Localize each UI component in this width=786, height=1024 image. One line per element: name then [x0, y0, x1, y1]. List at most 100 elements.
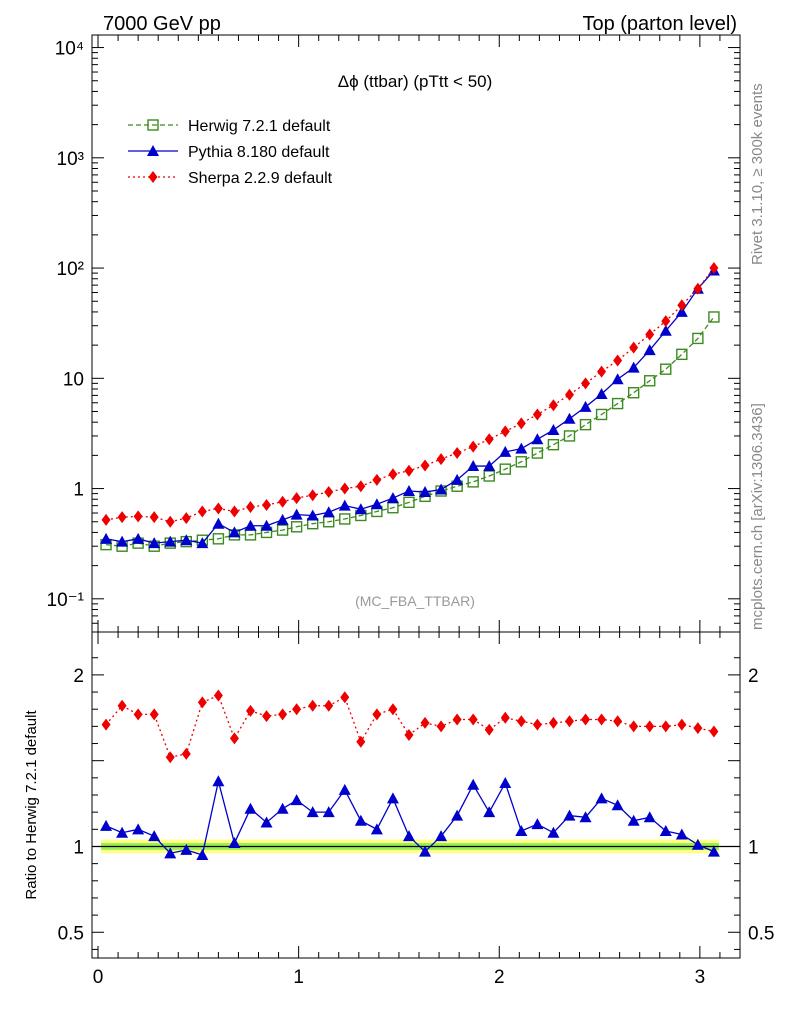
data-point: [627, 387, 640, 399]
data-point: [370, 498, 383, 510]
ratio-point: [661, 720, 671, 733]
data-point: [451, 473, 464, 485]
chart-annotation: (MC_FBA_TTBAR): [355, 593, 475, 609]
data-point: [516, 417, 526, 430]
ratio-point: [645, 720, 655, 733]
ratio-point: [564, 715, 574, 728]
header-left: 7000 GeV pp: [103, 13, 221, 35]
ratio-point: [452, 713, 462, 726]
data-point: [611, 397, 624, 410]
ratio-point: [244, 802, 257, 814]
data-point: [692, 332, 704, 345]
data-point: [419, 486, 432, 498]
data-point: [659, 324, 672, 336]
data-point: [676, 348, 688, 361]
ratio-point: [278, 708, 288, 721]
data-point: [180, 534, 193, 546]
data-point: [116, 535, 129, 547]
data-point: [386, 492, 399, 504]
main-y-axis: 10⁻¹ 1 10 10² 10³ 10⁴: [47, 39, 740, 633]
data-point: [452, 447, 462, 460]
data-point: [709, 262, 719, 275]
ratio-point: [276, 802, 289, 814]
data-point: [356, 480, 366, 493]
ratio-point: [467, 778, 480, 790]
ratio-point: [181, 747, 191, 760]
data-point: [322, 506, 335, 518]
ratio-point: [483, 806, 496, 818]
ratio-point: [164, 847, 177, 859]
data-point: [500, 425, 510, 438]
series-line: [105, 267, 715, 523]
ratio-point: [308, 699, 318, 712]
data-point: [245, 501, 255, 514]
ratio-point: [245, 704, 255, 717]
data-point: [547, 423, 560, 435]
data-point: [675, 305, 688, 317]
ratio-point: [132, 823, 145, 835]
data-point: [579, 418, 592, 431]
data-point: [278, 495, 288, 508]
legend-marker: [148, 171, 158, 183]
data-point: [611, 373, 624, 385]
ratio-point: [515, 825, 528, 837]
x-tick-label: 1: [293, 967, 304, 988]
data-point: [643, 344, 656, 356]
ratio-point: [290, 794, 303, 806]
legend-label: Herwig 7.2.1 default: [188, 118, 331, 135]
data-point: [468, 440, 478, 453]
ratio-point: [404, 728, 414, 741]
data-point: [613, 354, 623, 367]
ratio-point: [340, 691, 350, 704]
data-point: [402, 485, 415, 497]
series-herwig: [100, 311, 720, 552]
ratio-panel: 0 1 2 3 0.5 0.5 1 1 2 2 Ratio to Herwig 7.2.1 defa…: [23, 631, 774, 988]
ratio-point: [499, 776, 512, 788]
ratio-point: [611, 799, 624, 811]
ratio-point: [531, 818, 544, 830]
data-point: [244, 519, 257, 531]
ratio-point: [643, 811, 656, 823]
data-point: [340, 482, 350, 495]
data-point: [499, 445, 512, 457]
data-point: [467, 460, 480, 472]
data-point: [148, 537, 161, 549]
data-point: [531, 447, 544, 459]
ratio-point: [228, 837, 241, 849]
data-point: [644, 375, 656, 387]
ratio-point: [516, 715, 526, 728]
ratio-point: [468, 713, 478, 726]
ratio-point: [402, 830, 415, 842]
data-point: [228, 526, 241, 538]
x-tick-label: 2: [494, 967, 505, 988]
ratio-point: [419, 845, 432, 857]
data-point: [101, 513, 111, 526]
data-point: [564, 388, 574, 401]
ratio-series-sherpa: [101, 689, 719, 764]
ratio-point: [100, 819, 113, 831]
data-point: [532, 408, 542, 421]
ratio-point: [629, 720, 639, 733]
data-point: [515, 456, 528, 468]
ratio-point: [581, 713, 591, 726]
data-point: [372, 473, 382, 486]
ratio-point: [659, 825, 672, 837]
ratio-y-tick-label: 0.5: [58, 923, 84, 944]
ratio-point: [165, 751, 175, 764]
ratio-y-tick-label-right: 1: [748, 837, 759, 858]
ratio-point: [677, 718, 687, 731]
data-point: [100, 532, 113, 544]
data-point: [693, 282, 703, 295]
ratio-point: [386, 792, 399, 804]
ratio-point: [388, 703, 398, 716]
legend-marker: [147, 145, 159, 156]
ratio-point: [693, 722, 703, 735]
ratio-point: [260, 816, 273, 828]
legend: Herwig 7.2.1 default Pythia 8.180 default…: [128, 118, 333, 187]
y-tick-label: 1: [73, 480, 84, 501]
ratio-point: [322, 806, 335, 818]
rivet-label: Rivet 3.1.10, ≥ 300k events: [749, 83, 766, 265]
data-point: [660, 363, 672, 375]
ratio-point: [597, 713, 607, 726]
